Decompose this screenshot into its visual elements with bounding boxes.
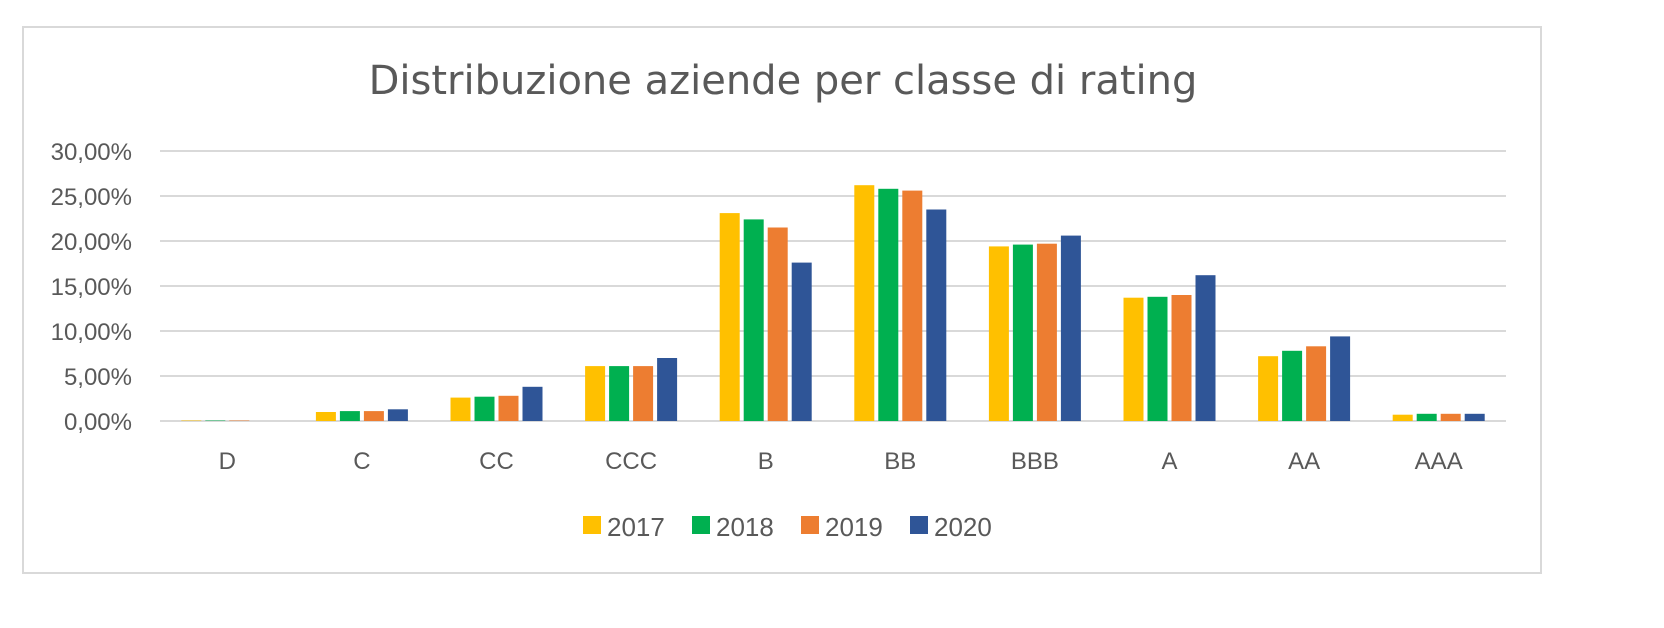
y-tick-label: 0,00% xyxy=(64,409,132,436)
bar-2019-C xyxy=(363,411,384,421)
x-category-label: AA xyxy=(1288,448,1320,475)
legend-swatch xyxy=(910,516,928,534)
bar-2019-CC xyxy=(498,395,519,421)
bar-2019-A xyxy=(1171,295,1192,421)
legend-label: 2019 xyxy=(825,512,883,542)
legend: 2017 2018 2019 2020 xyxy=(583,512,992,542)
bar-2020-CC xyxy=(522,386,543,421)
bar-2017-B xyxy=(719,213,740,421)
bar-2020-BB xyxy=(926,209,947,421)
legend-swatch xyxy=(801,516,819,534)
x-category-label: CCC xyxy=(605,448,657,475)
bar-2018-C xyxy=(339,411,360,421)
legend-swatch xyxy=(692,516,710,534)
bar-2017-AAA xyxy=(1392,414,1413,421)
y-tick-label: 10,00% xyxy=(51,319,132,346)
bar-2020-AAA xyxy=(1464,413,1485,421)
bar-series xyxy=(181,185,1485,421)
y-tick-label: 5,00% xyxy=(64,364,132,391)
x-category-label: D xyxy=(219,448,236,475)
y-tick-label: 15,00% xyxy=(51,274,132,301)
bar-2017-CCC xyxy=(585,366,606,421)
y-tick-label: 20,00% xyxy=(51,229,132,256)
x-category-label: B xyxy=(758,448,774,475)
bar-2018-CC xyxy=(474,396,495,421)
bar-2017-C xyxy=(315,412,336,421)
bar-2020-CCC xyxy=(657,358,678,421)
bar-2018-B xyxy=(743,219,764,421)
bar-2018-AA xyxy=(1282,350,1303,421)
bar-2019-CCC xyxy=(633,366,654,421)
x-category-label: A xyxy=(1161,448,1177,475)
bar-2019-B xyxy=(767,227,788,421)
bar-2017-BBB xyxy=(988,246,1009,421)
bar-2019-AA xyxy=(1306,346,1327,421)
x-category-label: AAA xyxy=(1415,448,1463,475)
bar-2020-C xyxy=(387,409,408,421)
bar-2019-AAA xyxy=(1440,413,1461,421)
bar-2020-A xyxy=(1195,275,1216,421)
bar-2017-A xyxy=(1123,297,1144,421)
chart-title: Distribuzione aziende per classe di rati… xyxy=(368,58,1198,104)
bar-2020-B xyxy=(791,262,812,421)
bar-2017-AA xyxy=(1258,356,1279,421)
grid-lines xyxy=(160,150,1506,422)
y-axis-ticks: 0,00% 5,00% 10,00% 15,00% 20,00% 25,00% 30,00% xyxy=(51,139,132,436)
bar-2017-CC xyxy=(450,397,471,421)
bar-2020-BBB xyxy=(1060,235,1081,421)
legend-label: 2017 xyxy=(607,512,665,542)
bar-2019-BB xyxy=(902,190,923,421)
x-category-label: CC xyxy=(479,448,514,475)
bar-2018-CCC xyxy=(609,366,630,421)
bar-2017-BB xyxy=(854,185,875,421)
bar-2018-BBB xyxy=(1012,244,1033,421)
bar-2020-AA xyxy=(1330,336,1351,421)
bar-2018-BB xyxy=(878,188,899,421)
y-tick-label: 30,00% xyxy=(51,139,132,166)
x-category-label: C xyxy=(353,448,370,475)
y-tick-label: 25,00% xyxy=(51,184,132,211)
legend-label: 2020 xyxy=(934,512,992,542)
bar-2018-AAA xyxy=(1416,413,1437,421)
bar-2018-A xyxy=(1147,296,1168,421)
bar-2019-BBB xyxy=(1036,243,1057,421)
x-category-label: BBB xyxy=(1011,448,1059,475)
x-axis-categories: D C CC CCC B BB BBB A AA AAA xyxy=(219,448,1463,475)
legend-swatch xyxy=(583,516,601,534)
legend-label: 2018 xyxy=(716,512,774,542)
x-category-label: BB xyxy=(884,448,916,475)
